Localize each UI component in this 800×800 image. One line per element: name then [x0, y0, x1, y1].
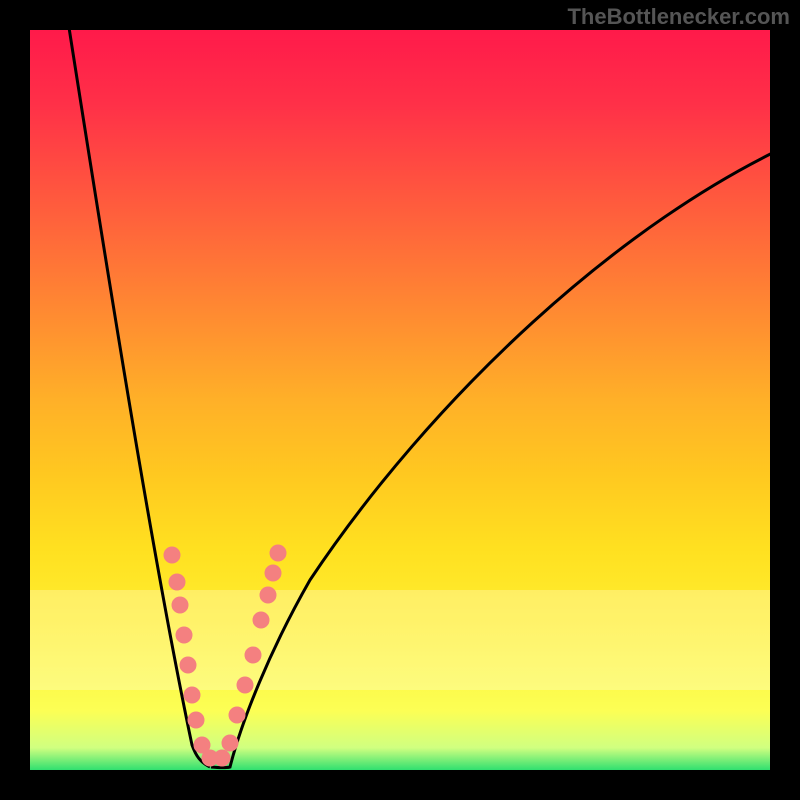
highlight-band — [30, 590, 770, 690]
curve-marker — [260, 587, 276, 603]
curve-marker — [245, 647, 261, 663]
curve-marker — [222, 735, 238, 751]
curve-marker — [188, 712, 204, 728]
curve-marker — [180, 657, 196, 673]
chart-container: TheBottlenecker.com — [0, 0, 800, 800]
curve-marker — [164, 547, 180, 563]
curve-marker — [229, 707, 245, 723]
curve-marker — [176, 627, 192, 643]
curve-marker — [270, 545, 286, 561]
curve-marker — [184, 687, 200, 703]
curve-marker — [172, 597, 188, 613]
bottleneck-chart — [0, 0, 800, 800]
curve-marker — [237, 677, 253, 693]
curve-marker — [253, 612, 269, 628]
curve-marker — [265, 565, 281, 581]
curve-marker — [169, 574, 185, 590]
curve-marker — [214, 750, 230, 766]
